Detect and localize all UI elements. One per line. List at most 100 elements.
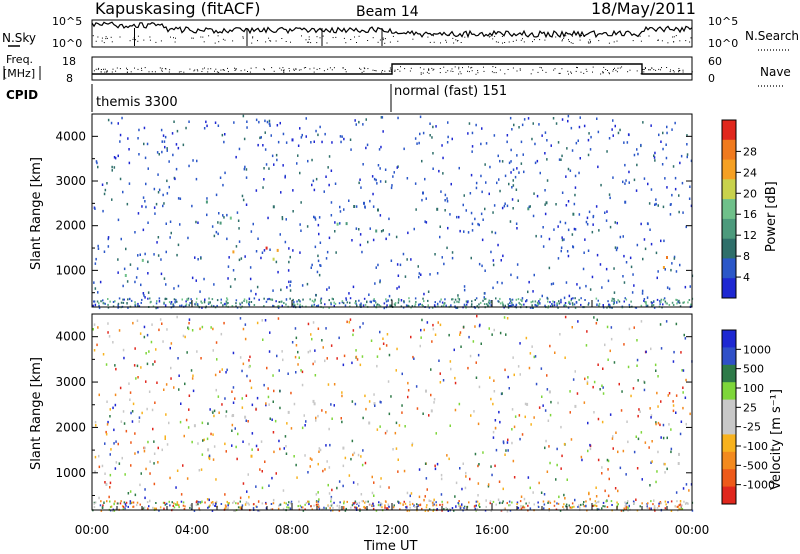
heatmap-cell — [245, 203, 248, 206]
nave-dot — [571, 72, 572, 74]
heatmap-cell — [378, 148, 381, 151]
heatmap-cell — [242, 440, 244, 443]
heatmap-cell — [143, 335, 146, 339]
heatmap-cell — [345, 298, 348, 301]
nave-dot — [344, 69, 346, 70]
nave-dot — [603, 66, 605, 68]
heatmap-cell — [307, 471, 309, 474]
nave-dot — [309, 68, 311, 70]
heatmap-cell — [145, 205, 147, 209]
heatmap-cell — [403, 469, 406, 473]
heatmap-cell — [405, 304, 408, 307]
heatmap-cell — [93, 506, 96, 509]
heatmap-cell — [612, 303, 615, 306]
heatmap-cell — [145, 182, 147, 186]
heatmap-cell — [408, 305, 410, 308]
heatmap-cell — [403, 500, 405, 503]
heatmap-cell — [132, 505, 134, 508]
heatmap-cell — [243, 298, 246, 301]
heatmap-cell — [330, 403, 332, 406]
heatmap-cell — [473, 410, 475, 413]
heatmap-cell — [467, 301, 469, 304]
heatmap-cell — [617, 299, 619, 302]
heatmap-cell — [595, 205, 598, 208]
heatmap-cell — [139, 253, 141, 256]
heatmap-cell — [373, 402, 376, 406]
nsearch-dot — [588, 42, 590, 44]
nave-dot — [207, 71, 209, 73]
heatmap-cell — [637, 414, 639, 418]
nave-dot — [333, 67, 335, 69]
nave-dot — [519, 69, 521, 71]
heatmap-cell — [502, 440, 505, 443]
nave-dot — [313, 71, 315, 73]
heatmap-cell — [261, 486, 264, 490]
heatmap-cell — [217, 395, 220, 398]
heatmap-cell — [547, 305, 550, 308]
heatmap-cell — [616, 301, 618, 304]
heatmap-cell — [208, 455, 211, 459]
heatmap-cell — [596, 303, 598, 306]
heatmap-cell — [499, 420, 501, 424]
nsearch-dot — [270, 40, 272, 42]
heatmap-cell — [388, 233, 391, 236]
heatmap-cell — [279, 389, 281, 393]
heatmap-cell — [147, 507, 149, 510]
heatmap-cell — [102, 302, 105, 305]
heatmap-cell — [95, 160, 98, 163]
nsearch-dot — [208, 35, 210, 37]
heatmap-cell — [258, 510, 261, 512]
heatmap-cell — [432, 323, 434, 327]
nave-dot — [363, 67, 365, 69]
heatmap-cell — [663, 239, 665, 243]
heatmap-cell — [304, 424, 306, 427]
nave-dot — [115, 70, 117, 72]
nsearch-dot — [457, 40, 459, 41]
nsearch-dot — [265, 41, 267, 43]
nave-dot — [475, 73, 477, 75]
heatmap-cell — [341, 394, 343, 398]
heatmap-cell — [585, 504, 587, 508]
heatmap-cell — [440, 190, 442, 193]
heatmap-cell — [319, 241, 322, 244]
nave-dot — [627, 71, 629, 73]
heatmap-cell — [501, 392, 503, 395]
heatmap-cell — [182, 504, 185, 507]
nave-dot — [458, 68, 460, 70]
heatmap-cell — [542, 226, 544, 229]
heatmap-cell — [269, 417, 271, 420]
heatmap-cell — [613, 291, 616, 294]
heatmap-cell — [127, 306, 129, 309]
nsearch-dot — [308, 36, 310, 38]
heatmap-cell — [266, 366, 268, 370]
heatmap-cell — [136, 319, 139, 322]
heatmap-cell — [476, 314, 478, 318]
heatmap-cell — [304, 454, 306, 457]
heatmap-cell — [540, 367, 543, 370]
heatmap-cell — [662, 298, 665, 301]
heatmap-cell — [520, 505, 522, 507]
heatmap-cell — [325, 257, 328, 260]
heatmap-cell — [630, 300, 632, 303]
heatmap-cell — [439, 300, 441, 303]
velocity-colorbar-frame — [721, 329, 737, 505]
heatmap-cell — [132, 321, 134, 325]
heatmap-cell — [320, 298, 322, 301]
heatmap-cell — [509, 305, 511, 307]
heatmap-cell — [608, 137, 611, 140]
heatmap-cell — [98, 454, 100, 458]
colorbar-swatch — [722, 486, 736, 505]
heatmap-cell — [553, 228, 555, 231]
heatmap-cell — [520, 162, 523, 165]
heatmap-cell — [463, 303, 466, 307]
heatmap-cell — [241, 369, 243, 373]
heatmap-cell — [529, 352, 532, 355]
heatmap-cell — [529, 205, 531, 208]
heatmap-cell — [351, 239, 353, 242]
heatmap-cell — [612, 176, 614, 179]
colorbar-swatch — [722, 218, 736, 240]
heatmap-cell — [318, 506, 320, 509]
heatmap-cell — [279, 121, 281, 125]
heatmap-cell — [595, 495, 598, 498]
heatmap-cell — [314, 299, 316, 302]
